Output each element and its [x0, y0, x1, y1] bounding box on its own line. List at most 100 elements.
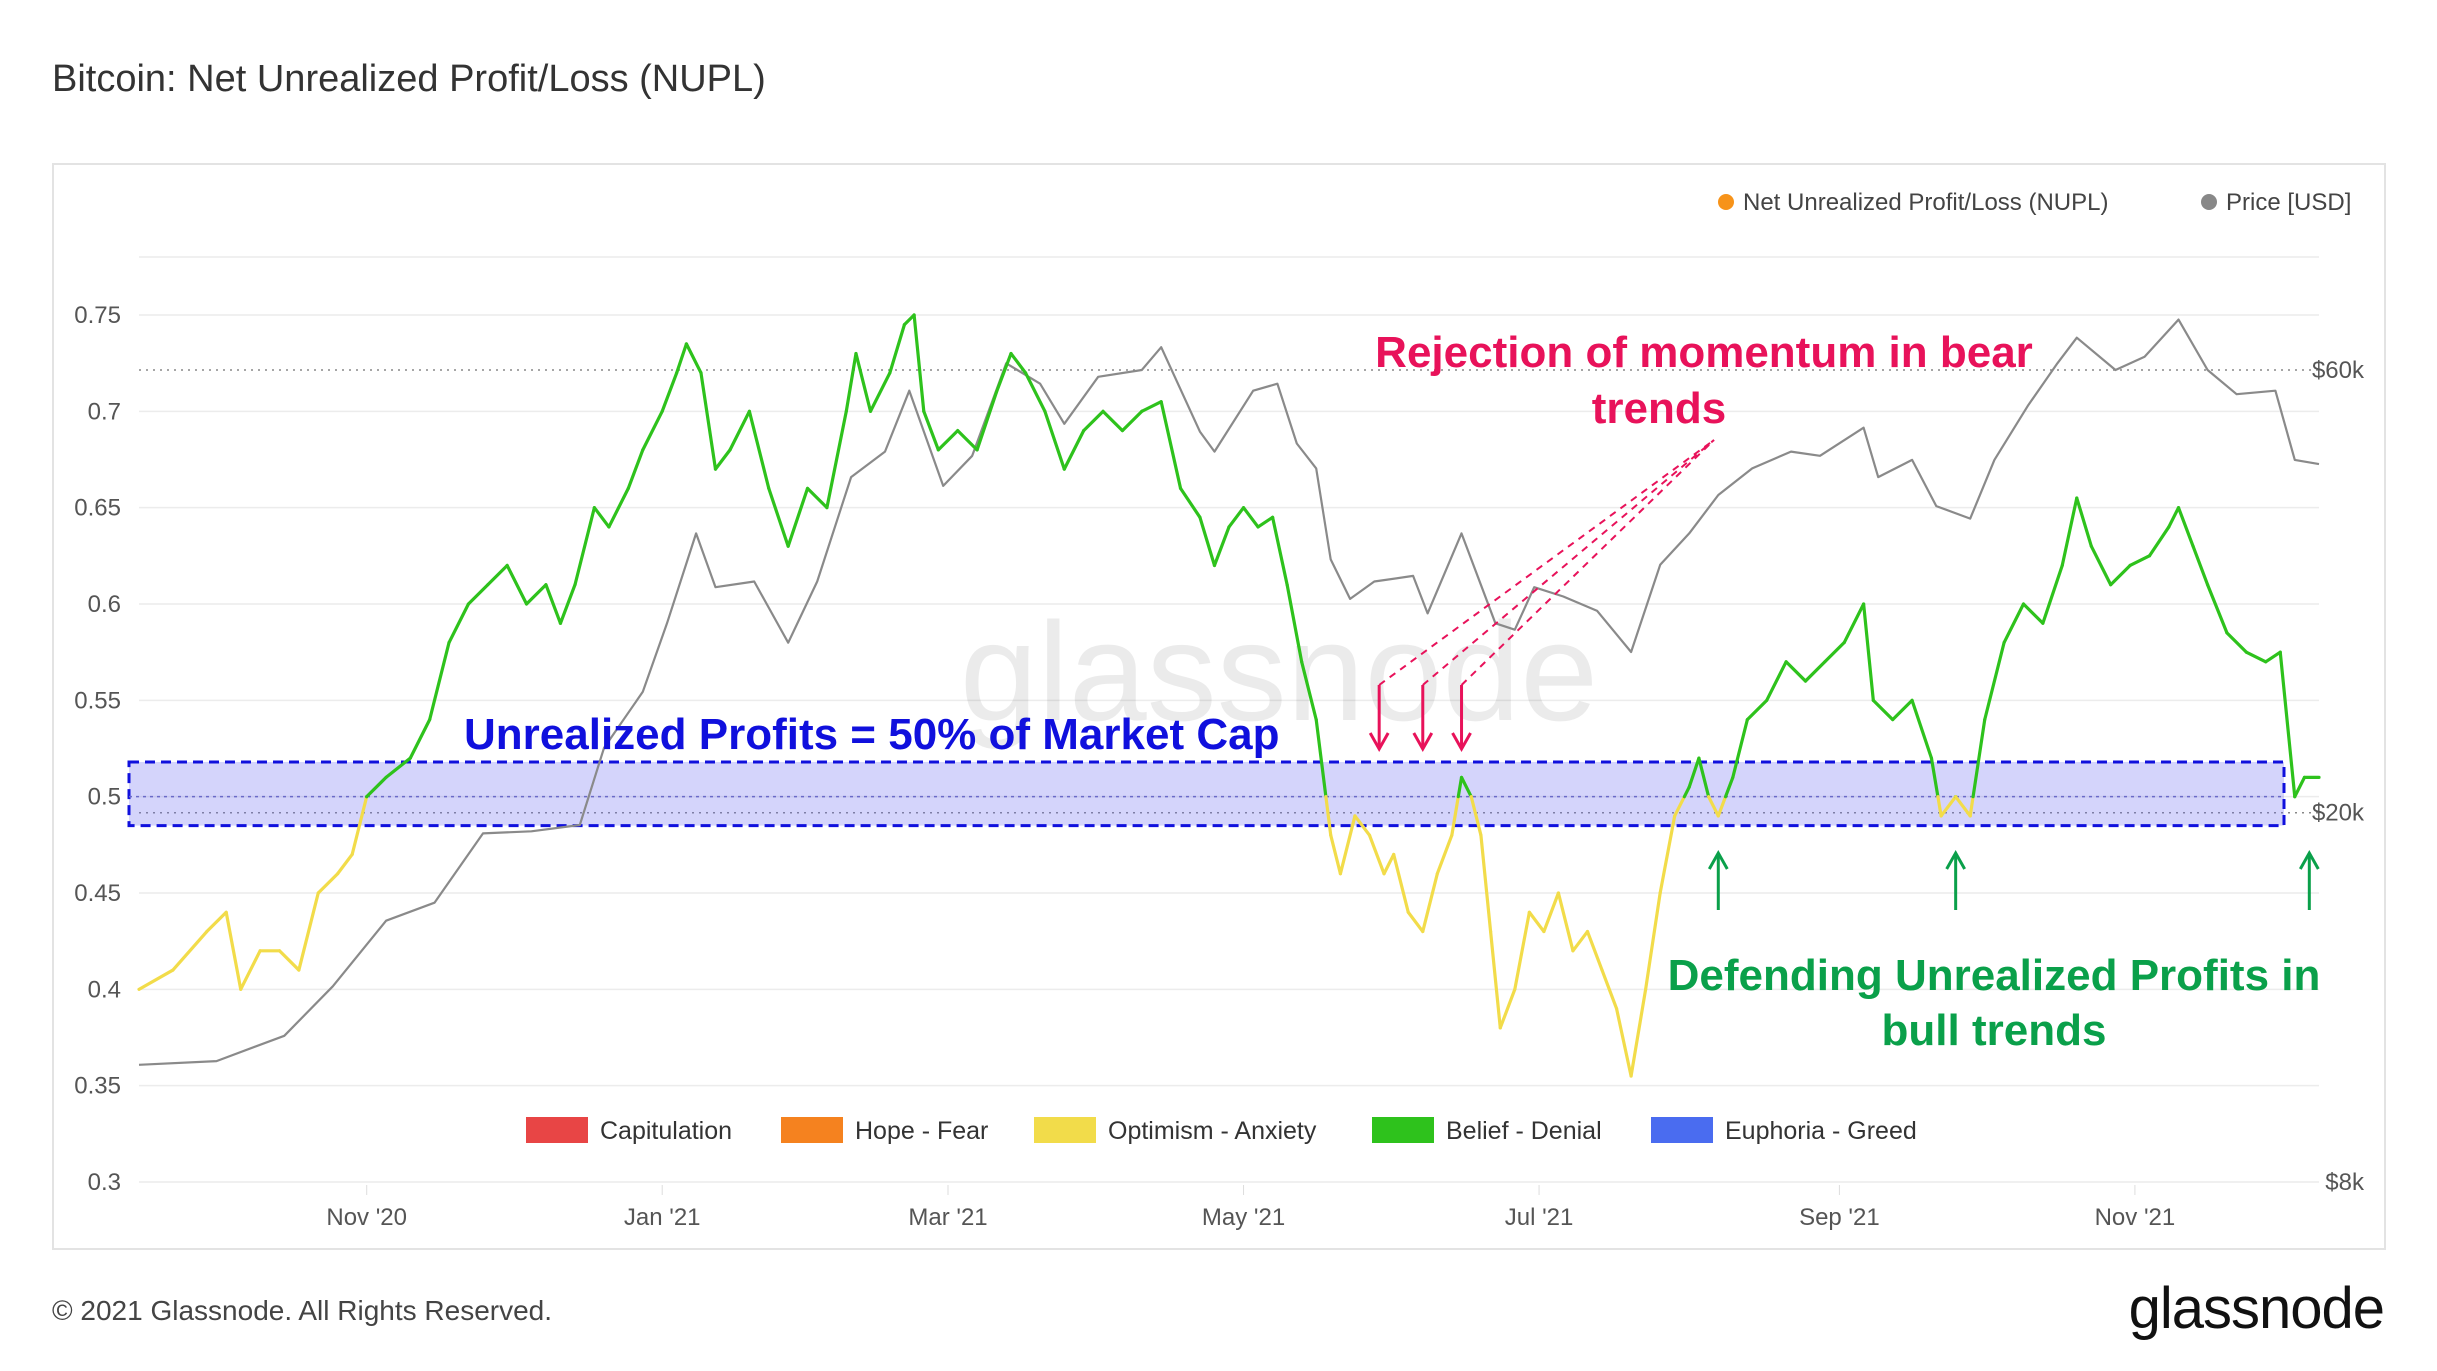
nupl-segment — [1450, 795, 1460, 837]
x-tick-label: Nov '20 — [326, 1204, 407, 1231]
nupl-segment — [844, 351, 858, 413]
nupl-segment — [728, 409, 752, 452]
nupl-segment — [1198, 515, 1217, 568]
nupl-segment — [1324, 795, 1333, 837]
fifty-percent-band — [127, 760, 2286, 828]
y-tick-label: 0.7 — [88, 398, 121, 425]
nupl-segment — [1697, 756, 1711, 799]
grid: 0.75 0.7 0.65 0.6 0.55 0.5 0.45 0.4 0.35 0.3 $60k $… — [74, 256, 2365, 1231]
nupl-segment — [1270, 515, 1289, 587]
nupl-segment — [2176, 506, 2195, 548]
legend-dot — [2201, 194, 2217, 210]
nupl-segment — [2278, 650, 2297, 799]
nupl-segment — [1406, 910, 1425, 934]
nupl-segment — [767, 486, 790, 548]
nupl-segment — [171, 929, 209, 972]
nupl-segment — [428, 640, 451, 722]
nupl-segment — [1556, 891, 1575, 953]
nupl-segment — [684, 342, 703, 375]
nupl-segment — [1062, 429, 1086, 471]
nupl-segment — [975, 390, 999, 452]
nupl-segment — [1101, 409, 1125, 433]
nupl-segment — [1803, 660, 1827, 683]
nupl-segment — [1382, 852, 1396, 876]
nupl-segment — [277, 949, 301, 972]
nupl-segment — [1456, 775, 1464, 799]
nupl-segment — [2264, 650, 2282, 664]
price-series-line — [138, 318, 2320, 1066]
bull-arrow-head — [1707, 849, 1729, 870]
annotation-layer: Unrealized Profits = 50% of Market Cap R… — [464, 328, 2320, 1055]
nupl-segment — [365, 775, 388, 799]
nupl-segment — [1392, 852, 1410, 914]
bear-arrow-head — [1368, 732, 1390, 753]
nupl-segment — [1140, 400, 1163, 413]
nupl-segment — [239, 949, 262, 991]
x-tick-label: May '21 — [1202, 1204, 1285, 1231]
nupl-segment — [747, 409, 771, 490]
nupl-segment — [592, 506, 611, 529]
nupl-segment — [994, 351, 1013, 394]
nupl-segment — [2021, 602, 2045, 625]
nupl-segment — [1862, 602, 1875, 702]
nupl-segment — [1682, 785, 1691, 799]
legend-bottom-label: Optimism - Anxiety — [1108, 1117, 1317, 1145]
nupl-segment — [1723, 775, 1735, 799]
nupl-segment — [2109, 563, 2132, 587]
legend-swatch — [1372, 1117, 1434, 1143]
bear-dashed-leader — [1422, 439, 1715, 686]
y-right-tick-label: $60k — [2312, 357, 2365, 384]
nupl-segment — [1673, 795, 1686, 818]
nupl-segment — [825, 409, 848, 510]
nupl-segment — [1120, 409, 1144, 433]
nupl-segment — [805, 486, 829, 510]
legend-top: Net Unrealized Profit/Loss (NUPL) Price [… — [1718, 189, 2351, 216]
nupl-segment — [2205, 583, 2229, 635]
nupl-segment — [297, 891, 320, 972]
nupl-segment — [786, 486, 810, 548]
y-tick-label: 0.6 — [88, 591, 121, 618]
nupl-segment — [1968, 795, 1975, 818]
x-tick-label: Jan '21 — [624, 1204, 701, 1231]
nupl-segment — [316, 872, 340, 895]
nupl-segment — [2225, 631, 2248, 654]
y-right-tick-label: $8k — [2325, 1169, 2365, 1196]
nupl-segment — [2075, 496, 2093, 548]
nupl-segment — [1971, 717, 1987, 799]
nupl-segment — [2191, 544, 2210, 587]
y-tick-label: 0.55 — [74, 687, 121, 714]
nupl-segment — [1585, 929, 1604, 972]
nupl-segment — [1910, 698, 1934, 760]
watermark: glassnode — [960, 593, 1598, 750]
nupl-segment — [1842, 602, 1866, 645]
nupl-segment — [1212, 525, 1231, 568]
nupl-segment — [922, 409, 940, 452]
nupl-segment — [447, 602, 471, 645]
nupl-segment — [1687, 756, 1701, 789]
nupl-segment — [1731, 717, 1749, 780]
nupl-segment — [854, 351, 873, 413]
nupl-segment — [137, 968, 175, 991]
nupl-segment — [1954, 795, 1972, 818]
nupl-segment — [224, 910, 243, 991]
nupl-segment — [336, 852, 354, 876]
nupl-segment — [2128, 554, 2152, 568]
nupl-chart: 0.75 0.7 0.65 0.6 0.55 0.5 0.45 0.4 0.35 0.3 $60k $… — [74, 189, 2365, 1231]
bull-arrow-head — [2299, 849, 2320, 870]
bear-dashed-leader — [1378, 439, 1715, 686]
y-tick-label: 0.45 — [74, 880, 121, 907]
legend-swatch — [526, 1117, 588, 1143]
nupl-segment — [408, 717, 432, 760]
legend-bottom-label: Belief - Denial — [1446, 1117, 1602, 1145]
nupl-segment — [1716, 795, 1728, 818]
nupl-segment — [1542, 891, 1561, 934]
y-tick-label: 0.4 — [88, 976, 121, 1003]
nupl-segment — [2293, 775, 2307, 799]
nupl-segment — [699, 371, 718, 471]
nupl-segment — [1571, 929, 1590, 953]
nupl-segment — [1939, 795, 1958, 818]
nupl-segment — [205, 910, 228, 934]
legend-swatch — [781, 1117, 843, 1143]
nupl-segment — [641, 409, 664, 452]
nupl-segment — [384, 756, 412, 780]
